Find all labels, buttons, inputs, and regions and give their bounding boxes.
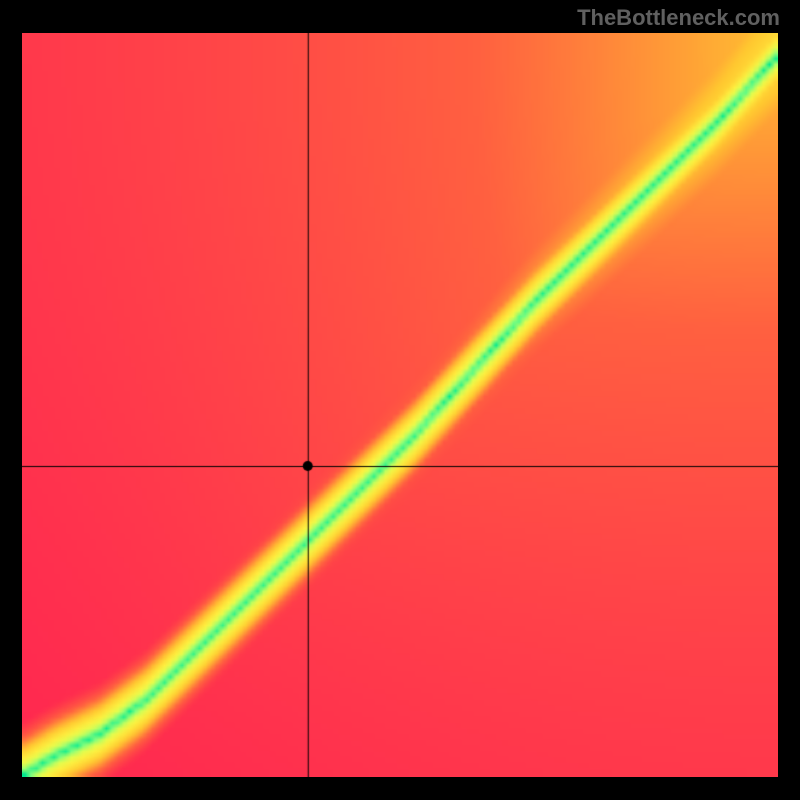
watermark-text: TheBottleneck.com xyxy=(577,5,780,31)
chart-container: TheBottleneck.com xyxy=(0,0,800,800)
heatmap-canvas xyxy=(22,33,778,777)
bottleneck-heatmap xyxy=(22,33,778,777)
